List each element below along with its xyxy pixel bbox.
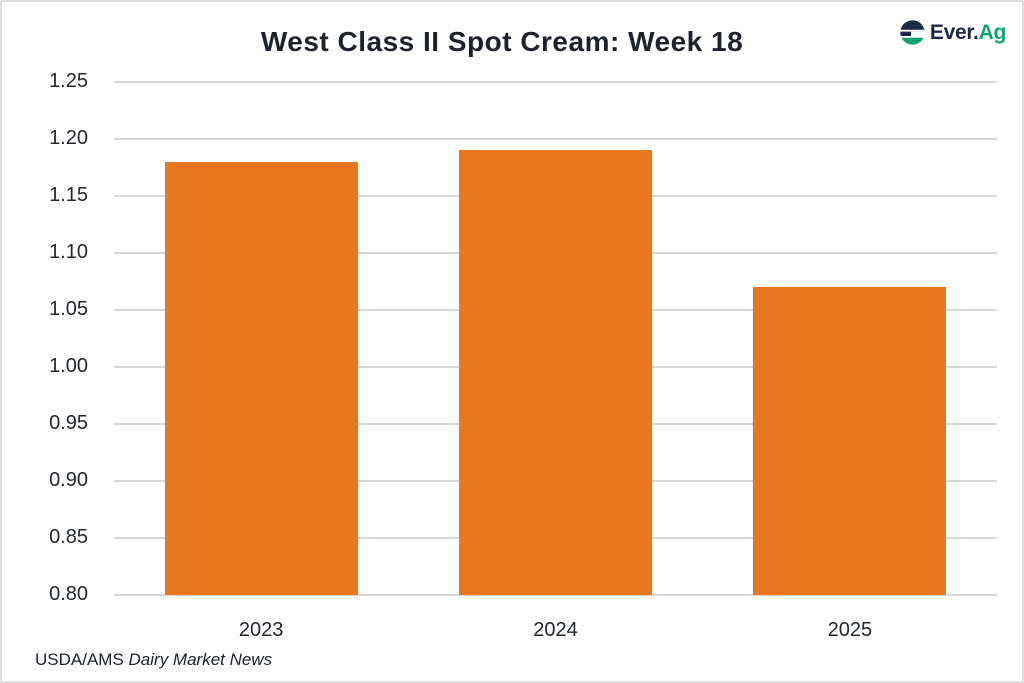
y-tick-label: 1.15 [49,184,88,206]
x-tick-label: 2025 [827,619,873,641]
y-tick-label: 1.00 [49,355,88,377]
everag-logo-icon [900,20,925,45]
source-prefix: USDA/AMS [35,650,129,669]
gridline [114,81,997,83]
gridline [114,594,997,596]
chart-title: West Class II Spot Cream: Week 18 [260,26,744,57]
source-note: USDA/AMS Dairy Market News [35,650,272,670]
bar-2025 [753,287,947,595]
y-tick-label: 0.90 [49,469,88,491]
bar-2024 [459,150,652,595]
everag-logo-text: Ever.Ag [930,21,1006,45]
y-tick-label: 1.10 [49,241,88,263]
gridline [114,138,997,140]
y-tick-label: 1.20 [49,127,88,149]
y-tick-label: 0.80 [49,583,88,605]
everag-logo: Ever.Ag [899,19,1006,46]
x-tick-label: 2023 [238,619,284,641]
source-publication: Dairy Market News [128,650,273,669]
y-tick-label: 0.85 [49,526,88,548]
y-tick-label: 1.25 [49,70,88,92]
y-tick-label: 1.05 [49,298,88,320]
x-tick-label: 2024 [533,619,578,641]
bar-2023 [164,161,358,595]
logo-text-ag: Ag [978,20,1007,44]
logo-text-ever: Ever. [929,20,979,44]
y-tick-label: 0.95 [49,412,88,434]
